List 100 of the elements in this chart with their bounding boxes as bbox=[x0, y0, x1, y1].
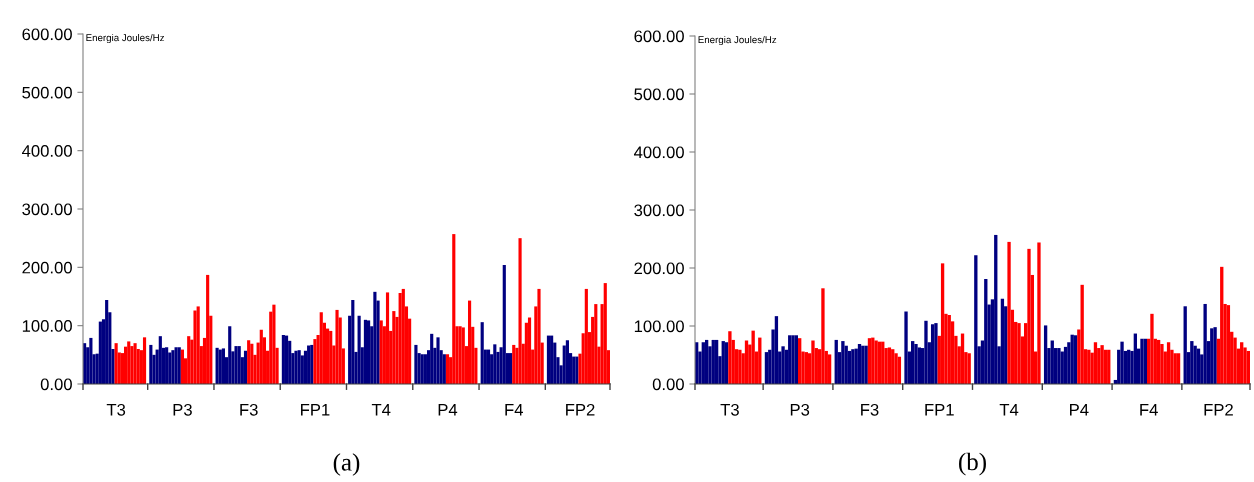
y-axis-title: Energia Joules/Hz bbox=[698, 36, 777, 46]
bar bbox=[1150, 313, 1154, 384]
bar bbox=[215, 347, 219, 384]
bar bbox=[452, 234, 456, 384]
y-axis-title: Energia Joules/Hz bbox=[86, 34, 165, 44]
bar bbox=[430, 333, 434, 384]
y-tick-label: 200.00 bbox=[22, 261, 72, 274]
bar bbox=[329, 330, 333, 384]
bar bbox=[401, 288, 405, 384]
bar bbox=[841, 341, 845, 384]
y-tick-label: 300.00 bbox=[22, 203, 72, 216]
bar bbox=[445, 354, 450, 384]
bar bbox=[751, 330, 755, 384]
bar bbox=[728, 331, 732, 384]
bar bbox=[367, 320, 371, 384]
bar bbox=[565, 340, 569, 384]
bar bbox=[458, 326, 462, 384]
bar bbox=[392, 311, 396, 384]
bar bbox=[259, 329, 263, 384]
bar bbox=[518, 238, 522, 384]
bar bbox=[821, 288, 825, 384]
bar bbox=[218, 349, 222, 384]
bar bbox=[114, 343, 118, 384]
bar bbox=[98, 321, 102, 384]
x-tick-label: T4 bbox=[999, 404, 1019, 416]
y-tick-label: 400.00 bbox=[633, 146, 684, 159]
bar bbox=[158, 336, 162, 384]
bar bbox=[1203, 303, 1207, 384]
bar bbox=[294, 350, 298, 384]
bar bbox=[89, 337, 93, 384]
bar bbox=[398, 293, 402, 384]
bar bbox=[512, 344, 516, 384]
bar bbox=[584, 288, 588, 384]
bar bbox=[351, 300, 355, 384]
bar bbox=[272, 304, 276, 384]
bar bbox=[423, 354, 427, 384]
bar bbox=[461, 327, 465, 384]
bar bbox=[284, 335, 289, 384]
x-tick-label: P4 bbox=[438, 404, 458, 416]
bar bbox=[414, 344, 418, 384]
x-tick-label: F4 bbox=[505, 404, 523, 416]
y-tick-label: 300.00 bbox=[634, 204, 684, 217]
bar bbox=[502, 265, 506, 384]
x-tick-label: P3 bbox=[790, 403, 810, 416]
x-tick-label: T3 bbox=[106, 403, 126, 416]
bar bbox=[165, 347, 169, 384]
bar bbox=[221, 348, 226, 384]
bar bbox=[171, 350, 175, 384]
text: (a) bbox=[333, 453, 360, 476]
bar bbox=[1120, 341, 1124, 384]
bar bbox=[310, 344, 314, 384]
bar bbox=[193, 310, 197, 384]
bar bbox=[247, 340, 251, 384]
bar bbox=[1027, 248, 1031, 384]
y-tick-label: 200.00 bbox=[634, 262, 684, 275]
bar bbox=[527, 317, 532, 384]
bar bbox=[904, 311, 908, 384]
bar bbox=[524, 322, 528, 384]
x-tick-label: P4 bbox=[1070, 404, 1089, 416]
bar bbox=[206, 274, 210, 384]
bar bbox=[288, 340, 292, 384]
bar bbox=[196, 306, 200, 384]
bar bbox=[603, 283, 607, 384]
bar bbox=[149, 344, 153, 384]
bar bbox=[572, 356, 576, 384]
bar bbox=[442, 354, 446, 384]
bar bbox=[486, 349, 491, 384]
bar bbox=[243, 350, 248, 384]
bar bbox=[940, 263, 945, 384]
bar bbox=[127, 341, 131, 384]
text: (b) bbox=[959, 452, 986, 476]
bar bbox=[924, 320, 928, 384]
x-tick-label: T3 bbox=[720, 403, 739, 416]
bar bbox=[811, 340, 815, 384]
bar bbox=[187, 336, 191, 384]
y-tick-label: 500.00 bbox=[634, 88, 684, 101]
bar bbox=[738, 349, 742, 384]
x-tick-label: F4 bbox=[1140, 404, 1158, 416]
bar bbox=[105, 300, 109, 384]
bar bbox=[385, 292, 390, 384]
y-tick-label: 400.00 bbox=[21, 145, 72, 157]
y-tick-label: 600.00 bbox=[634, 30, 684, 43]
bar bbox=[307, 345, 311, 384]
bar bbox=[509, 353, 513, 384]
x-tick-label: T4 bbox=[371, 404, 391, 416]
x-tick-label: FP2 bbox=[1204, 403, 1233, 416]
y-tick-label: 0.00 bbox=[40, 378, 72, 391]
bar bbox=[594, 304, 598, 384]
bar bbox=[319, 312, 323, 384]
bar bbox=[281, 335, 285, 384]
y-tick-label: 0.00 bbox=[652, 378, 684, 391]
bar bbox=[480, 322, 484, 384]
bar bbox=[974, 255, 978, 384]
bar bbox=[934, 323, 938, 384]
bar bbox=[1190, 341, 1194, 384]
x-tick-label: FP1 bbox=[925, 404, 954, 416]
bar bbox=[994, 234, 998, 384]
bar bbox=[1183, 306, 1187, 384]
x-tick-label: F3 bbox=[240, 403, 258, 416]
x-tick-label: FP1 bbox=[301, 404, 330, 416]
